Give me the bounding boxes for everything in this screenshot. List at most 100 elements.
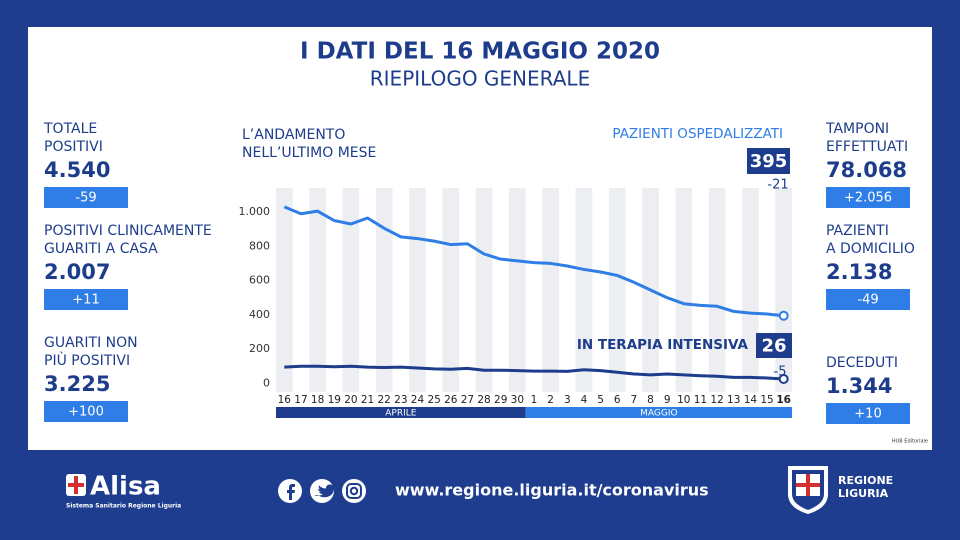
x-tick-label: 29 xyxy=(494,394,507,406)
stat-value: 2.138 xyxy=(826,260,892,284)
x-tick-label: 3 xyxy=(564,394,571,406)
column-stripe xyxy=(742,188,759,392)
stat-change: -59 xyxy=(75,191,96,206)
x-tick-label: 19 xyxy=(328,394,341,406)
stat-change-box xyxy=(44,187,128,208)
x-tick-label: 16 xyxy=(278,394,292,406)
x-tick-label: 9 xyxy=(664,394,671,406)
x-tick-label: 22 xyxy=(378,394,391,406)
column-stripe xyxy=(342,188,360,392)
change-label: -21 xyxy=(767,178,788,193)
series-line xyxy=(284,364,784,381)
y-tick-label: 800 xyxy=(249,239,270,252)
stat-change-box xyxy=(826,403,910,424)
x-tick-label: 15 xyxy=(760,394,773,406)
x-tick-label: 14 xyxy=(744,394,758,406)
x-tick-label: 11 xyxy=(694,394,707,406)
stat-label: POSITIVI xyxy=(44,139,103,155)
region-name: REGIONE xyxy=(838,474,893,487)
brand: Alisa xyxy=(90,472,161,502)
x-tick-label: 24 xyxy=(411,394,425,406)
column-stripe xyxy=(575,188,593,392)
stat-value: 2.007 xyxy=(44,260,110,284)
x-tick-label: 10 xyxy=(677,394,690,406)
column-stripe xyxy=(375,188,393,392)
column-stripe xyxy=(442,188,460,392)
month-label: APRILE xyxy=(385,409,417,419)
x-tick-label: 13 xyxy=(727,394,740,406)
change-label: -5 xyxy=(774,365,787,380)
chart-annotation: NELL’ULTIMO MESE xyxy=(242,145,376,161)
stat-value: 3.225 xyxy=(44,372,110,396)
instagram-icon[interactable] xyxy=(342,479,366,503)
stat-change-box xyxy=(826,187,910,208)
stat-label: PIÙ POSITIVI xyxy=(44,351,130,369)
value-label-box xyxy=(747,148,790,174)
end-marker xyxy=(778,373,789,384)
y-tick-label: 0 xyxy=(263,376,270,389)
x-tick-label: 16 xyxy=(776,394,791,406)
brand-subtitle: Sistema Sanitario Regione Liguria xyxy=(66,503,181,510)
x-tick-label: 27 xyxy=(461,394,474,406)
instagram-glyph xyxy=(346,483,362,499)
column-stripe xyxy=(475,188,493,392)
column-stripe xyxy=(542,188,559,392)
stat-change-box xyxy=(44,289,128,310)
column-stripe xyxy=(775,188,792,392)
x-tick-label: 18 xyxy=(311,394,324,406)
stat-change: +11 xyxy=(72,293,99,308)
x-tick-label: 28 xyxy=(477,394,490,406)
series-name: PAZIENTI OSPEDALIZZATI xyxy=(612,126,783,142)
column-stripe xyxy=(509,188,526,392)
stat-change: -49 xyxy=(857,293,878,308)
x-tick-label: 1 xyxy=(531,394,538,406)
x-tick-label: 26 xyxy=(444,394,458,406)
stat-value: 1.344 xyxy=(826,374,892,398)
x-tick-label: 2 xyxy=(547,394,554,406)
alisa-logo: Alisa Sistema Sanitario Regione Liguria xyxy=(66,472,181,510)
subtitle: RIEPILOGO GENERALE xyxy=(370,67,590,91)
y-tick-label: 400 xyxy=(249,308,270,321)
region-cross xyxy=(796,483,820,487)
logo-cross xyxy=(68,483,84,487)
title: I DATI DEL 16 MAGGIO 2020 xyxy=(300,39,660,65)
column-stripe xyxy=(608,188,626,392)
stat-change: +100 xyxy=(68,405,104,420)
stat-change-box xyxy=(44,401,128,422)
stat-label: POSITIVI CLINICAMENTE xyxy=(44,223,212,239)
social-icons xyxy=(278,479,366,503)
x-tick-label: 21 xyxy=(361,394,374,406)
stat-change: +2.056 xyxy=(844,191,892,206)
x-tick-label: 12 xyxy=(710,394,723,406)
y-tick-label: 600 xyxy=(249,274,270,287)
stat-change-box xyxy=(826,289,910,310)
series-line xyxy=(283,205,784,318)
end-marker xyxy=(778,310,789,321)
month-bar xyxy=(525,407,792,418)
y-tick-label: 200 xyxy=(249,342,270,355)
value-label: 26 xyxy=(761,336,786,357)
x-tick-label: 30 xyxy=(511,394,524,406)
value-label-box xyxy=(756,333,792,358)
stat-label: A DOMICILIO xyxy=(826,241,915,257)
stat-label: GUARITI NON xyxy=(44,335,138,351)
region-logo: REGIONE LIGURIA xyxy=(788,466,893,514)
twitter-glyph xyxy=(314,484,336,498)
month-bar xyxy=(276,407,526,418)
x-tick-label: 5 xyxy=(597,394,604,406)
series-name: IN TERAPIA INTENSIVA xyxy=(577,337,749,353)
facebook-glyph xyxy=(287,484,295,500)
stat-label: TAMPONI xyxy=(825,121,889,137)
column-stripe xyxy=(309,188,326,392)
column-stripe xyxy=(409,188,426,392)
stat-label: PAZIENTI xyxy=(826,223,889,239)
url[interactable]: www.regione.liguria.it/coronavirus xyxy=(395,481,709,500)
value-label: 395 xyxy=(750,151,788,172)
stat-label: TOTALE xyxy=(43,121,97,137)
column-stripe xyxy=(675,188,693,392)
month-label: MAGGIO xyxy=(640,409,677,419)
stat-label: GUARITI A CASA xyxy=(44,241,158,257)
x-tick-label: 8 xyxy=(647,394,654,406)
stat-label: EFFETTUATI xyxy=(826,139,908,155)
